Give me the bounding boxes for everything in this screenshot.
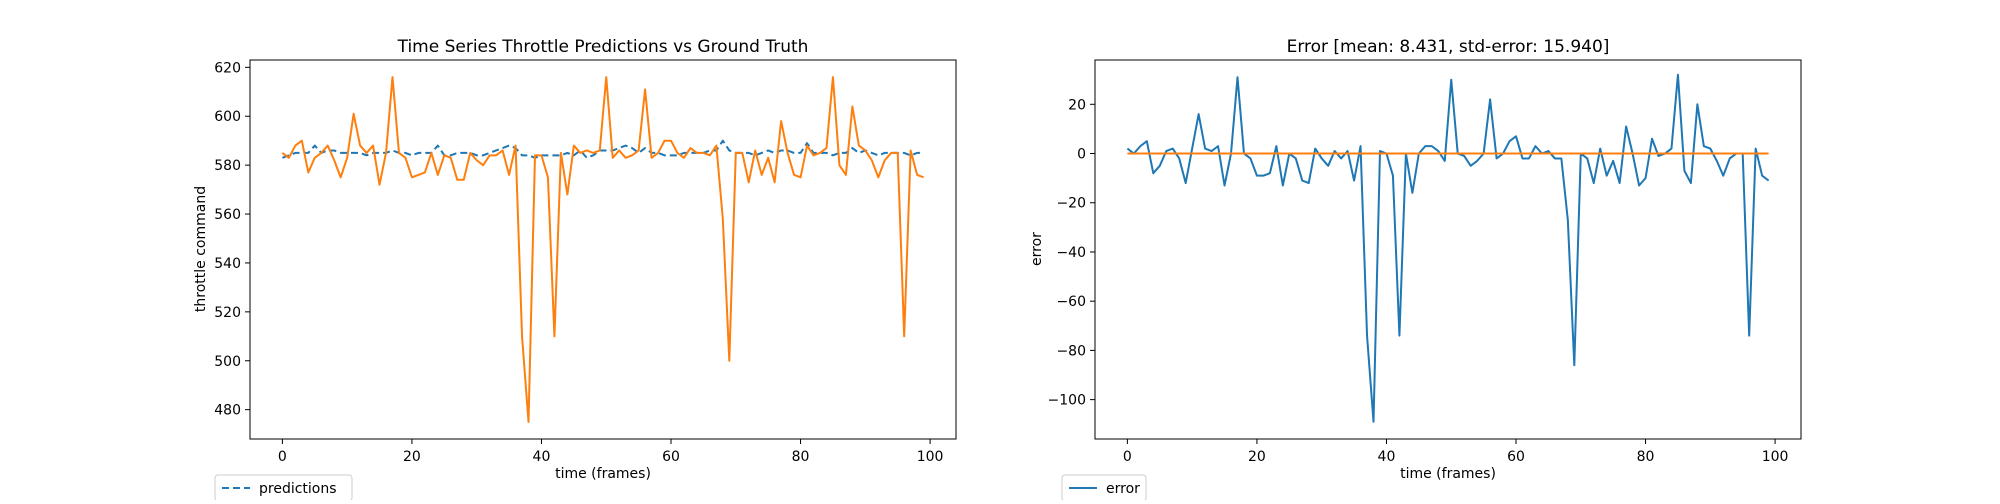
- x-tick-label: 20: [403, 449, 421, 465]
- y-tick-label: 560: [214, 207, 241, 223]
- x-tick-label: 0: [278, 449, 287, 465]
- x-tick-label: 100: [1762, 449, 1789, 465]
- x-tick-label: 60: [662, 449, 680, 465]
- y-axis-label: throttle command: [193, 186, 209, 312]
- y-tick-label: −40: [1056, 245, 1086, 261]
- x-tick-label: 0: [1123, 449, 1132, 465]
- ticks-layer: 0 20 40 60 80 100 480 500 520 540 560 580 600 620: [214, 60, 943, 465]
- x-tick-label: 80: [792, 449, 810, 465]
- error-chart: Error [mean: 8.431, std-error: 15.940] 0…: [1029, 37, 1802, 502]
- y-tick-label: −20: [1056, 196, 1086, 212]
- series-1-line: [281, 76, 924, 423]
- y-tick-label: 0: [1077, 147, 1086, 163]
- x-axis-label: time (frames): [555, 466, 651, 482]
- plot-frame: [1094, 59, 1802, 440]
- y-tick-label: −100: [1048, 393, 1086, 409]
- y-tick-label: 20: [1068, 97, 1086, 113]
- y-tick-label: −60: [1056, 294, 1086, 310]
- legend: predictions: [214, 474, 353, 502]
- plot-frame: [249, 59, 957, 440]
- legend-label-predictions: predictions: [259, 481, 337, 497]
- y-tick-label: 620: [214, 60, 241, 76]
- error-line: [1126, 73, 1770, 423]
- x-tick-label: 40: [533, 449, 551, 465]
- x-axis-label: time (frames): [1400, 466, 1496, 482]
- x-tick-label: 80: [1637, 449, 1655, 465]
- y-tick-label: 520: [214, 305, 241, 321]
- x-tick-label: 100: [917, 449, 944, 465]
- y-tick-label: −80: [1056, 343, 1086, 359]
- y-tick-label: 580: [214, 158, 241, 174]
- chart-title: Error [mean: 8.431, std-error: 15.940]: [1287, 37, 1610, 57]
- predictions-line: [282, 139, 924, 159]
- y-tick-label: 540: [214, 256, 241, 272]
- y-tick-label: 500: [214, 354, 241, 370]
- legend: error: [1061, 474, 1147, 502]
- y-axis-label: error: [1029, 232, 1045, 266]
- x-tick-label: 20: [1248, 449, 1266, 465]
- ticks-layer: 0 20 40 60 80 100 −100 −80 −60 −40 −20 0 20: [1048, 97, 1789, 465]
- x-tick-label: 40: [1378, 449, 1396, 465]
- legend-label-error: error: [1106, 481, 1140, 497]
- y-tick-label: 480: [214, 403, 241, 419]
- series-layer: [1126, 73, 1770, 423]
- x-tick-label: 60: [1507, 449, 1525, 465]
- series-layer: [281, 76, 924, 423]
- chart-title: Time Series Throttle Predictions vs Grou…: [397, 37, 809, 57]
- throttle-chart: Time Series Throttle Predictions vs Grou…: [193, 37, 957, 502]
- y-tick-label: 600: [214, 109, 241, 125]
